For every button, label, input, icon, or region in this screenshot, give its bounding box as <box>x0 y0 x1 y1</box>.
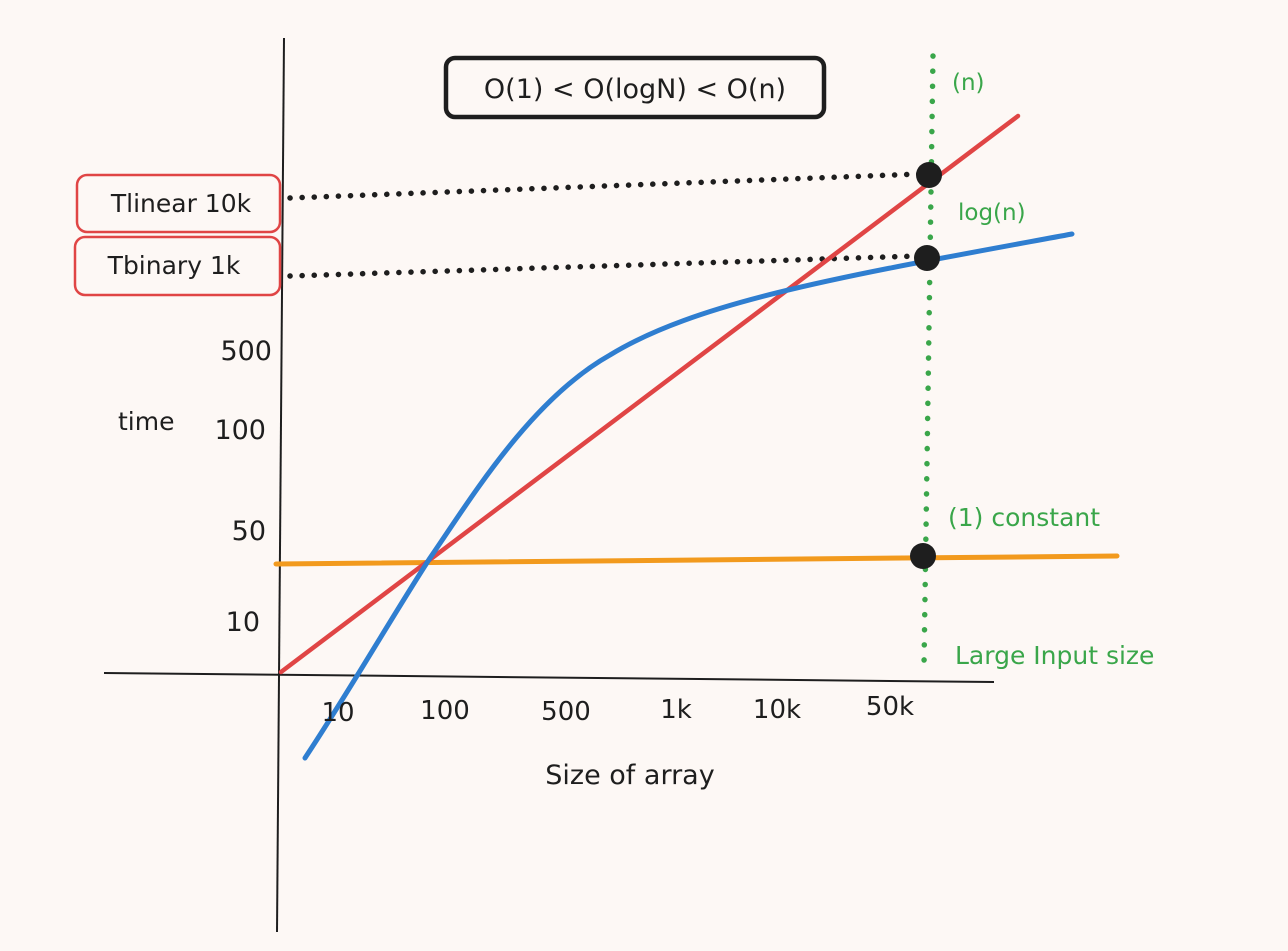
callout-linear: Tlinear 10k <box>75 173 282 234</box>
callout-linear-text: Tlinear 10k <box>110 189 252 218</box>
y-tick-label: 50 <box>232 516 266 547</box>
constant-label: (1) constant <box>948 503 1100 532</box>
title-text: O(1) < O(logN) < O(n) <box>484 74 786 105</box>
y-tick-label: 500 <box>220 336 272 367</box>
x-axis-label: Size of array <box>545 760 714 791</box>
constant-curve <box>273 553 1120 567</box>
callout-binary-text: Tbinary 1k <box>107 251 241 280</box>
callout-binary: Tbinary 1k <box>73 235 282 297</box>
y-axis-label: time <box>118 407 174 436</box>
y-tick-label: 10 <box>226 607 260 638</box>
x-tick-label: 1k <box>660 695 692 725</box>
log-point <box>914 245 940 271</box>
log-label: log(n) <box>958 200 1026 226</box>
large-input-marker-line <box>921 53 936 668</box>
binary-guide-dots <box>287 253 921 279</box>
y-tick-label: 100 <box>214 415 266 446</box>
x-tick-label: 10 <box>321 698 354 728</box>
x-axis <box>103 672 995 683</box>
x-tick-label: 500 <box>541 697 591 727</box>
constant-point <box>910 543 936 569</box>
title-box: O(1) < O(logN) < O(n) <box>443 55 827 120</box>
y-axis <box>276 37 285 933</box>
x-tick-label: 100 <box>420 696 470 726</box>
x-tick-label: 50k <box>866 692 914 722</box>
x-tick-label: 10k <box>753 695 801 725</box>
linear-point <box>916 162 942 188</box>
linear-label: (n) <box>952 70 985 96</box>
large-input-label: Large Input size <box>955 641 1154 670</box>
log-curve <box>302 231 1075 761</box>
linear-curve <box>278 113 1021 675</box>
linear-guide-dots <box>287 171 923 201</box>
